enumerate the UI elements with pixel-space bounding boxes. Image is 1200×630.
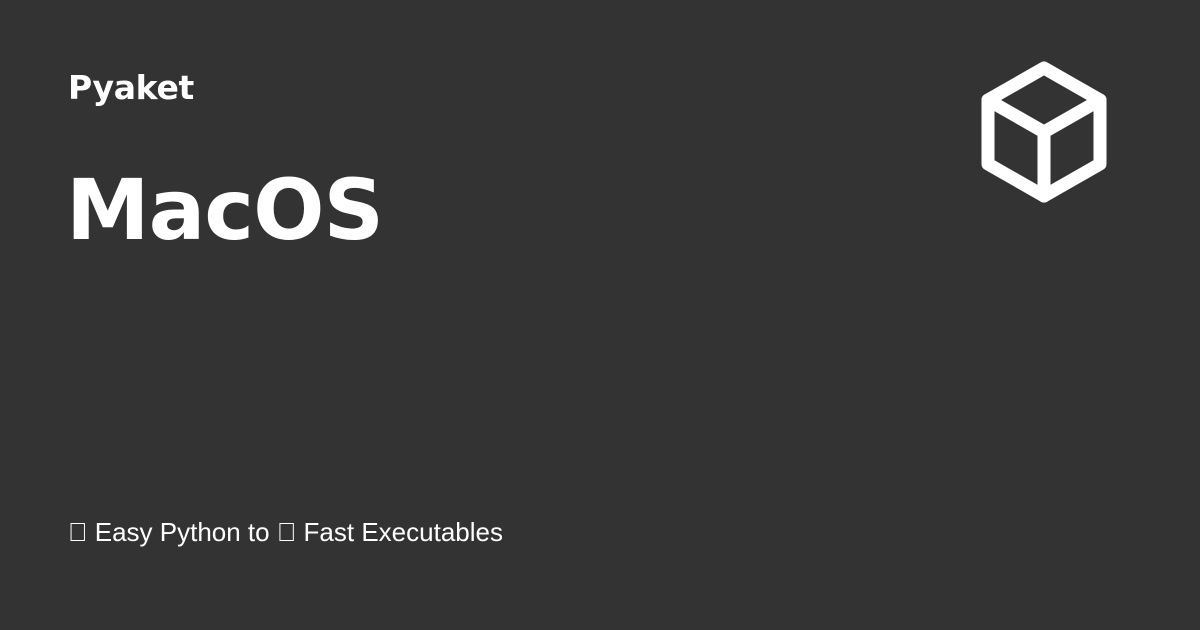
cube-icon (981, 61, 1107, 203)
site-name: Pyaket (68, 68, 194, 107)
page-title: MacOS (66, 161, 384, 259)
tagline:   Easy Python to   Fast Executables (68, 517, 503, 547)
